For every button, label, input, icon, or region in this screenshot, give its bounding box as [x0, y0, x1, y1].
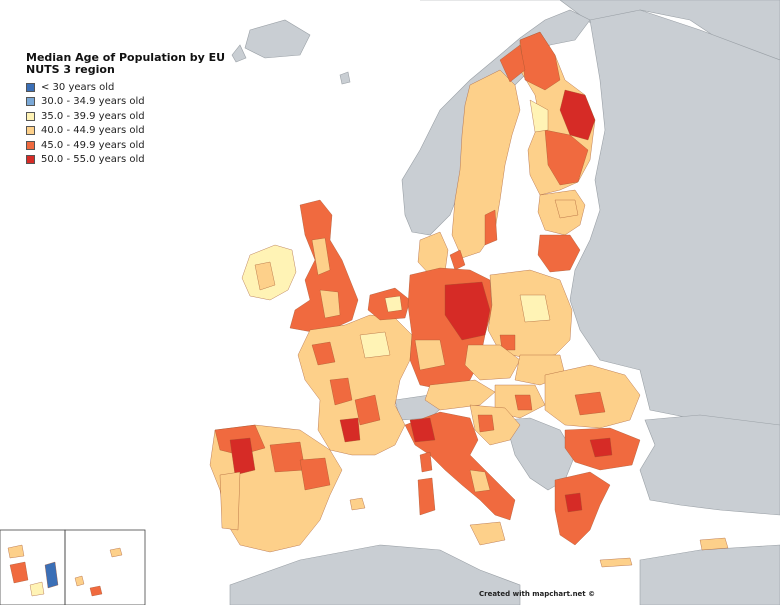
eu-regions [209, 31, 729, 568]
legend-label: 50.0 - 55.0 years old [41, 154, 145, 166]
legend-swatch [26, 126, 35, 136]
legend-item: 30.0 - 34.9 years old [26, 95, 226, 110]
non-eu-land [229, 0, 780, 605]
map-legend: Median Age of Population by EU NUTS 3 re… [26, 52, 226, 167]
legend-label: < 30 years old [41, 81, 115, 93]
legend-label: 45.0 - 49.9 years old [41, 139, 145, 151]
overseas-insets [0, 529, 146, 605]
legend-swatch [26, 140, 35, 150]
credit-text: Created with mapchart.net © [479, 590, 596, 598]
legend-swatch [26, 82, 35, 92]
legend-item: 40.0 - 44.9 years old [26, 124, 226, 139]
legend-swatch [26, 97, 35, 107]
legend-label: 35.0 - 39.9 years old [41, 110, 145, 122]
legend-item: 45.0 - 49.9 years old [26, 138, 226, 153]
legend-swatch [26, 111, 35, 121]
overseas-regions [7, 544, 123, 597]
legend-label: 40.0 - 44.9 years old [41, 125, 145, 137]
legend-item: < 30 years old [26, 80, 226, 95]
legend-item: 50.0 - 55.0 years old [26, 153, 226, 168]
legend-label: 30.0 - 34.9 years old [41, 96, 145, 108]
legend-swatch [26, 155, 35, 165]
legend-title: Median Age of Population by EU NUTS 3 re… [26, 51, 226, 76]
legend-item: 35.0 - 39.9 years old [26, 109, 226, 124]
